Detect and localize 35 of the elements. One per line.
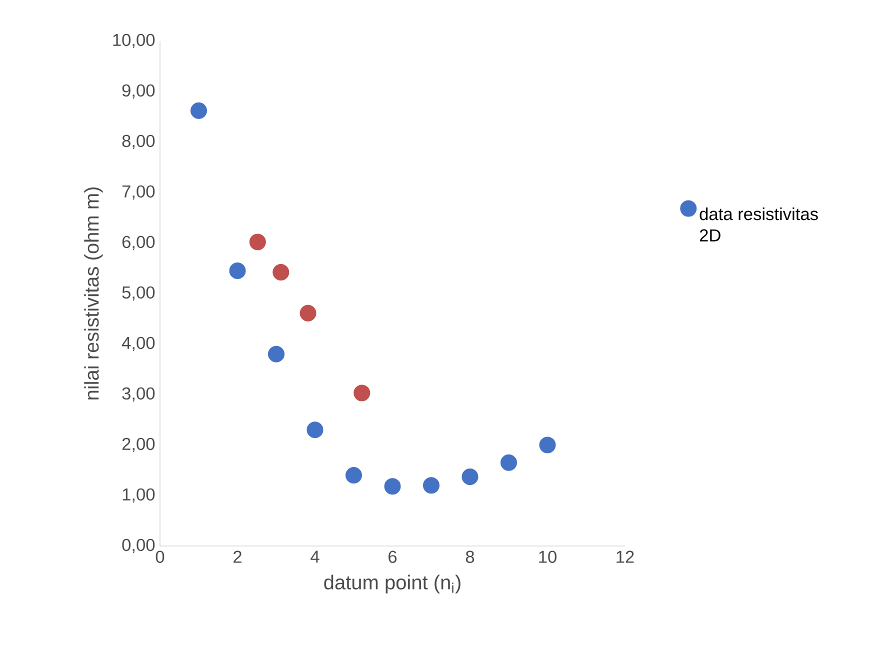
point — [249, 234, 266, 250]
y-tick-label: 5,00 — [122, 286, 155, 301]
x-axis-title: datum point (n$_{i}$) — [324, 574, 460, 594]
point — [462, 468, 478, 486]
point — [268, 346, 285, 362]
x-tick-label: 10 — [539, 550, 556, 563]
y-tick-label: 10,00 — [113, 34, 155, 48]
x-tick-label: 8 — [466, 550, 474, 563]
point — [539, 436, 556, 454]
y-tick-label: 4,00 — [122, 336, 155, 352]
point — [422, 477, 440, 494]
point — [190, 102, 208, 119]
y-tick-label: 3,00 — [122, 387, 155, 402]
legend-label: data resistivitas 2D — [700, 207, 818, 242]
x-tick-label: 0 — [156, 550, 164, 563]
y-tick-label: 6,00 — [122, 236, 155, 250]
y-tick-label: 2,00 — [122, 438, 155, 452]
x-tick-label: 4 — [310, 550, 320, 563]
y-tick-label: 9,00 — [122, 84, 155, 99]
x-tick-label: 6 — [388, 550, 397, 563]
y-tick-label: 7,00 — [122, 185, 155, 200]
point — [229, 262, 246, 280]
point — [300, 304, 316, 322]
point — [500, 454, 518, 471]
y-tick-label: 0,00 — [122, 538, 155, 554]
y-tick-label: 1,00 — [122, 488, 155, 503]
point — [272, 264, 290, 281]
point — [306, 422, 324, 438]
x-tick-label: 2 — [234, 550, 242, 563]
point — [354, 384, 370, 402]
point — [345, 467, 362, 484]
y-tick-label: 8,00 — [122, 134, 155, 150]
point — [384, 478, 401, 495]
x-tick-label: 12 — [616, 550, 634, 563]
y-axis-title: nilai resistivitas (ohm m) — [84, 188, 103, 400]
